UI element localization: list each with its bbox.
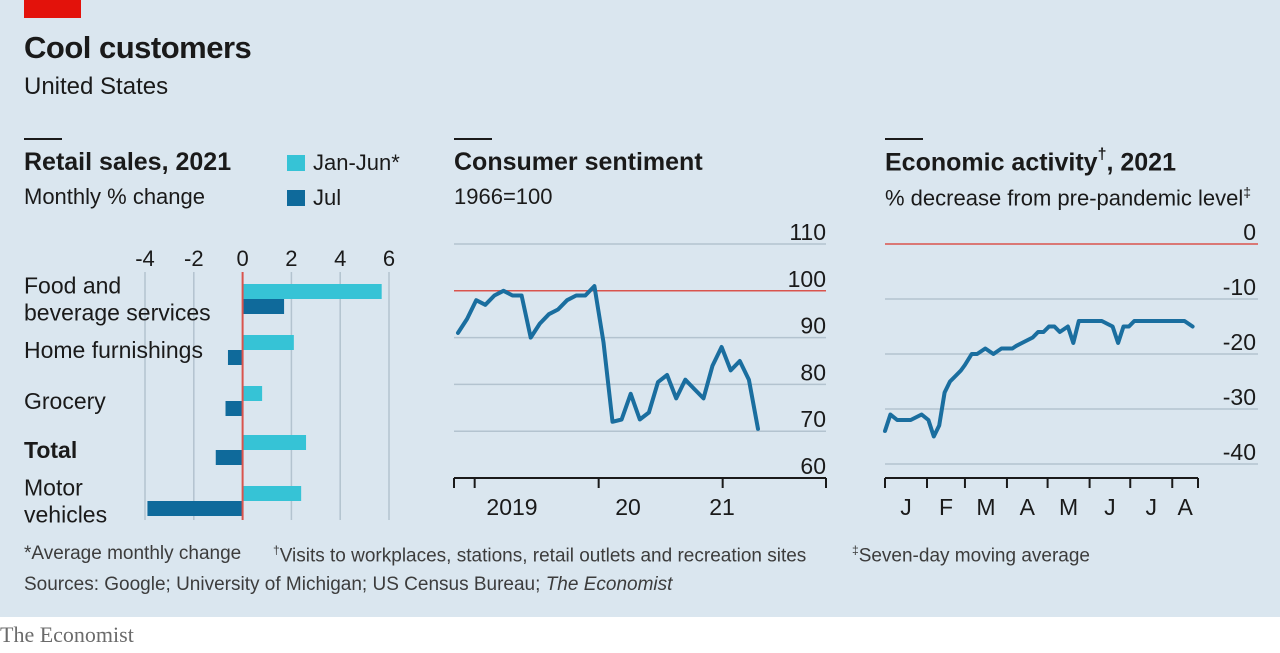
activity-xtick-label: A — [1020, 494, 1036, 520]
retail-bar — [242, 299, 285, 314]
sentiment-ytick-label: 60 — [800, 453, 826, 479]
activity-ytick-label: -30 — [1223, 384, 1256, 410]
retail-category-label: Motor — [24, 475, 83, 501]
legend-swatch-jul — [287, 190, 305, 206]
retail-panel-title: Retail sales, 2021 — [24, 148, 232, 176]
retail-bar — [225, 401, 243, 416]
retail-xtick-label: -4 — [135, 246, 155, 271]
retail-xtick-label: 6 — [383, 246, 395, 271]
activity-panel-subtitle: % decrease from pre-pandemic level‡ — [885, 184, 1252, 211]
activity-xtick-label: J — [1104, 494, 1116, 520]
sentiment-ytick-label: 70 — [800, 406, 826, 432]
retail-xtick-label: -2 — [184, 246, 204, 271]
retail-category-label: Grocery — [24, 388, 106, 414]
sentiment-xtick-label: 20 — [615, 494, 641, 520]
brand-tab — [24, 0, 81, 18]
retail-bar — [242, 335, 294, 350]
footnote-average: *Average monthly change — [24, 543, 242, 564]
activity-xtick-label: A — [1177, 494, 1193, 520]
sentiment-panel-rule — [454, 138, 492, 140]
sources-line: Sources: Google; University of Michigan;… — [24, 574, 673, 595]
retail-category-label: beverage services — [24, 300, 211, 326]
sentiment-panel-title: Consumer sentiment — [454, 148, 703, 176]
activity-ytick-label: -10 — [1223, 274, 1256, 300]
economist-logo: The Economist — [0, 622, 134, 647]
retail-bar — [215, 450, 243, 465]
retail-xtick-label: 2 — [285, 246, 297, 271]
chart-subtitle: United States — [24, 73, 169, 100]
activity-ytick-label: -40 — [1223, 439, 1256, 465]
retail-category-label: Food and — [24, 273, 121, 299]
activity-panel-title: Economic activity†, 2021 — [885, 146, 1176, 177]
retail-xtick-label: 4 — [334, 246, 346, 271]
activity-xtick-label: J — [900, 494, 912, 520]
sentiment-ytick-label: 90 — [800, 313, 826, 339]
retail-bar — [242, 284, 382, 299]
sentiment-series-line — [456, 284, 760, 431]
chart-title: Cool customers — [24, 30, 252, 65]
retail-bar — [147, 501, 243, 516]
activity-xtick-label: F — [939, 494, 953, 520]
retail-category-label: Home furnishings — [24, 337, 203, 363]
retail-category-label: vehicles — [24, 502, 107, 528]
retail-bar — [242, 486, 302, 501]
chart-card: Cool customers United States Retail sale… — [0, 0, 1280, 617]
retail-xtick-label: 0 — [236, 246, 248, 271]
legend-label-jan-jun: Jan-Jun* — [313, 150, 400, 175]
activity-panel-rule — [885, 138, 923, 140]
activity-ytick-label: -20 — [1223, 329, 1256, 355]
sentiment-ytick-label: 100 — [788, 266, 826, 292]
activity-series-line — [883, 319, 1195, 439]
footnote-moving-average: ‡Seven-day moving average — [852, 543, 1090, 567]
activity-ytick-label: 0 — [1243, 219, 1256, 245]
retail-category-label: Total — [24, 437, 77, 463]
activity-xtick-label: J — [1146, 494, 1158, 520]
retail-panel-rule — [24, 138, 62, 140]
retail-bar — [242, 435, 307, 450]
footnote-visits: †Visits to workplaces, stations, retail … — [273, 543, 807, 567]
sentiment-ytick-label: 80 — [800, 359, 826, 385]
sentiment-xtick-label: 21 — [709, 494, 735, 520]
legend-label-jul: Jul — [313, 185, 342, 210]
sentiment-xtick-label: 2019 — [486, 494, 537, 520]
legend-swatch-jan-jun — [287, 155, 305, 171]
activity-xtick-label: M — [1059, 494, 1078, 520]
sentiment-panel-subtitle: 1966=100 — [454, 184, 553, 209]
retail-panel-subtitle: Monthly % change — [24, 184, 205, 209]
activity-xtick-label: M — [976, 494, 995, 520]
retail-bar — [242, 386, 263, 401]
retail-bar — [227, 350, 243, 365]
sentiment-ytick-label: 110 — [789, 219, 826, 245]
